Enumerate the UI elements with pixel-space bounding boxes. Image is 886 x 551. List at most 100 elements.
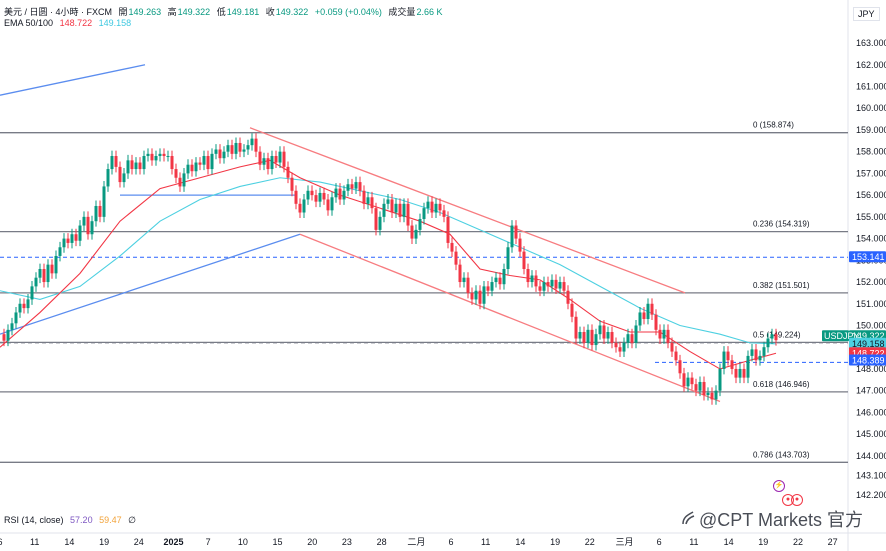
candle-body[interactable] [134, 162, 138, 170]
candle-body[interactable] [254, 138, 258, 152]
candle-body[interactable] [690, 377, 694, 385]
candle-body[interactable] [282, 151, 286, 167]
candle-body[interactable] [634, 325, 638, 343]
candle-body[interactable] [258, 151, 262, 165]
candle-body[interactable] [6, 329, 10, 341]
candle-body[interactable] [538, 286, 542, 291]
candle-body[interactable] [310, 190, 314, 196]
candle-body[interactable] [322, 192, 326, 200]
event-flag-icon[interactable]: ● [791, 494, 803, 506]
candle-body[interactable] [422, 208, 426, 220]
candle-body[interactable] [102, 186, 106, 217]
candle-body[interactable] [410, 225, 414, 239]
candle-body[interactable] [642, 312, 646, 319]
candle-body[interactable] [622, 342, 626, 352]
candle-body[interactable] [486, 286, 490, 291]
candle-body[interactable] [354, 182, 358, 189]
currency-button[interactable]: JPY [853, 7, 880, 21]
candle-body[interactable] [442, 210, 446, 217]
candle-body[interactable] [62, 238, 66, 248]
candle-body[interactable] [434, 203, 438, 213]
candle-body[interactable] [758, 355, 762, 361]
channel-upper-line[interactable] [249, 127, 686, 294]
candle-body[interactable] [678, 360, 682, 374]
candle-body[interactable] [638, 312, 642, 326]
candle-body[interactable] [366, 197, 370, 204]
candle-body[interactable] [590, 329, 594, 346]
candle-body[interactable] [238, 142, 242, 152]
candle-body[interactable] [450, 242, 454, 252]
candle-body[interactable] [290, 177, 294, 191]
candle-body[interactable] [426, 201, 430, 209]
symbol-tag[interactable] [822, 330, 849, 342]
candle-body[interactable] [274, 156, 278, 163]
candle-body[interactable] [350, 184, 354, 189]
candle-body[interactable] [170, 156, 174, 170]
candle-body[interactable] [218, 149, 222, 159]
candle-body[interactable] [278, 151, 282, 163]
candle-body[interactable] [34, 277, 38, 287]
rsi-legend[interactable]: RSI (14, close) 57.20 59.47 ∅ [4, 515, 140, 526]
trendline-support[interactable] [0, 233, 301, 335]
candle-body[interactable] [242, 149, 246, 152]
candle-body[interactable] [626, 334, 630, 343]
candle-body[interactable] [514, 225, 518, 239]
candle-body[interactable] [646, 303, 650, 319]
candle-body[interactable] [714, 390, 718, 400]
candle-body[interactable] [146, 153, 150, 157]
candle-body[interactable] [78, 225, 82, 241]
candle-body[interactable] [334, 188, 338, 198]
candle-body[interactable] [174, 169, 178, 178]
trendline-upper[interactable] [0, 64, 146, 96]
candle-body[interactable] [594, 334, 598, 346]
candle-body[interactable] [654, 314, 658, 330]
candle-body[interactable] [650, 303, 654, 315]
candle-body[interactable] [390, 199, 394, 213]
candle-body[interactable] [402, 203, 406, 217]
candle-body[interactable] [298, 203, 302, 213]
candle-body[interactable] [94, 205, 98, 222]
candle-body[interactable] [114, 156, 118, 167]
candle-body[interactable] [22, 303, 26, 309]
candle-body[interactable] [206, 156, 210, 170]
candle-body[interactable] [694, 384, 698, 391]
candle-body[interactable] [106, 169, 110, 187]
candle-body[interactable] [550, 279, 554, 287]
price-tag[interactable] [849, 354, 886, 366]
price-tag[interactable] [849, 251, 886, 263]
candle-body[interactable] [286, 166, 290, 178]
candle-body[interactable] [666, 329, 670, 343]
candle-body[interactable] [498, 277, 502, 285]
candle-body[interactable] [734, 368, 738, 378]
candle-body[interactable] [262, 158, 266, 165]
candle-body[interactable] [110, 156, 114, 170]
candle-body[interactable] [378, 216, 382, 230]
candle-body[interactable] [166, 156, 170, 158]
candle-body[interactable] [466, 277, 470, 293]
candle-body[interactable] [122, 173, 126, 183]
candle-body[interactable] [190, 164, 194, 172]
candle-body[interactable] [774, 334, 778, 341]
candle-body[interactable] [446, 216, 450, 243]
candle-body[interactable] [462, 277, 466, 283]
candle-body[interactable] [362, 190, 366, 204]
candle-body[interactable] [726, 351, 730, 361]
ema-legend[interactable]: EMA 50/100 148.722 149.158 [4, 18, 135, 28]
candle-body[interactable] [526, 269, 530, 283]
candle-body[interactable] [630, 334, 634, 343]
candle-body[interactable] [722, 351, 726, 369]
candle-body[interactable] [314, 195, 318, 202]
candle-body[interactable] [370, 197, 374, 209]
candle-body[interactable] [710, 392, 714, 400]
candle-body[interactable] [266, 158, 270, 170]
candle-body[interactable] [358, 182, 362, 191]
candle-body[interactable] [70, 234, 74, 243]
candle-body[interactable] [546, 282, 550, 287]
candle-body[interactable] [118, 166, 122, 183]
candle-body[interactable] [506, 247, 510, 269]
candle-body[interactable] [494, 277, 498, 283]
candle-body[interactable] [234, 142, 238, 154]
candle-body[interactable] [574, 316, 578, 339]
candle-body[interactable] [418, 219, 422, 230]
